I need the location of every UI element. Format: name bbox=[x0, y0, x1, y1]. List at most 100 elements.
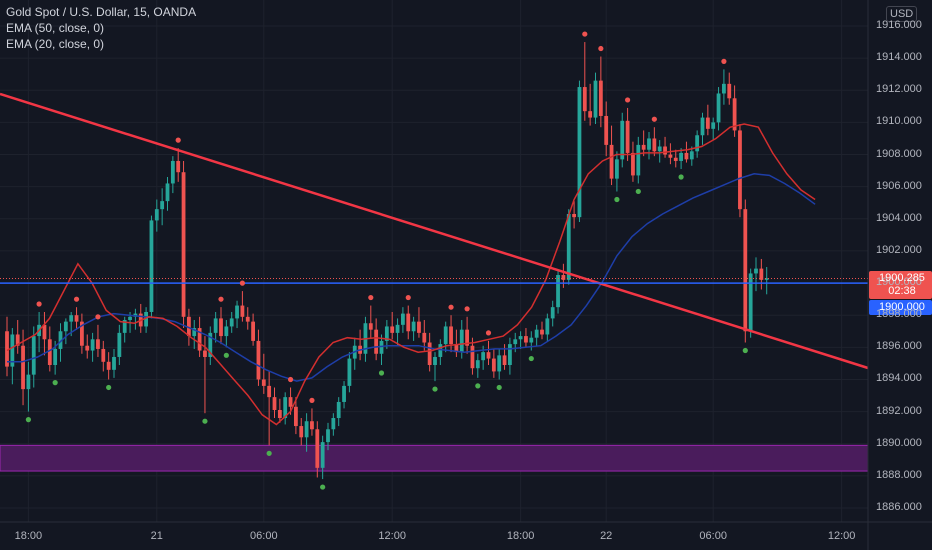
candle-body[interactable] bbox=[117, 332, 122, 357]
candle-body[interactable] bbox=[122, 320, 127, 333]
candle-body[interactable] bbox=[374, 329, 379, 354]
candle-body[interactable] bbox=[620, 120, 625, 160]
candle-body[interactable] bbox=[679, 152, 683, 161]
candle-body[interactable] bbox=[502, 355, 507, 366]
candle-body[interactable] bbox=[406, 313, 411, 332]
candle-body[interactable] bbox=[176, 160, 181, 173]
candle-body[interactable] bbox=[673, 157, 678, 161]
candle-body[interactable] bbox=[524, 336, 528, 343]
candle-body[interactable] bbox=[663, 146, 667, 155]
candle-body[interactable] bbox=[69, 315, 74, 322]
candle-body[interactable] bbox=[534, 329, 539, 338]
candle-body[interactable] bbox=[470, 345, 475, 369]
candle-body[interactable] bbox=[245, 316, 250, 322]
candle-body[interactable] bbox=[160, 201, 165, 210]
candle-body[interactable] bbox=[256, 340, 261, 380]
candle-body[interactable] bbox=[449, 326, 453, 345]
candle-body[interactable] bbox=[481, 352, 486, 361]
candle-body[interactable] bbox=[42, 324, 47, 340]
candle-body[interactable] bbox=[229, 318, 234, 327]
trend-line[interactable] bbox=[0, 92, 869, 370]
candle-body[interactable] bbox=[641, 144, 646, 150]
candle-body[interactable] bbox=[203, 350, 207, 357]
candle-body[interactable] bbox=[315, 429, 320, 468]
candle-body[interactable] bbox=[582, 87, 587, 112]
candle-body[interactable] bbox=[347, 358, 352, 386]
candle-body[interactable] bbox=[722, 83, 726, 94]
candle-body[interactable] bbox=[588, 111, 593, 118]
candle-body[interactable] bbox=[465, 329, 469, 346]
candle-body[interactable] bbox=[732, 98, 737, 131]
candle-body[interactable] bbox=[401, 313, 405, 325]
candle-body[interactable] bbox=[192, 328, 197, 337]
candle-body[interactable] bbox=[384, 326, 389, 341]
candle-body[interactable] bbox=[74, 315, 79, 322]
candle-body[interactable] bbox=[754, 268, 758, 274]
candle-body[interactable] bbox=[577, 87, 582, 218]
candle-body[interactable] bbox=[513, 339, 518, 345]
candle-body[interactable] bbox=[545, 318, 550, 335]
candle-body[interactable] bbox=[475, 360, 480, 369]
candle-body[interactable] bbox=[711, 122, 716, 129]
candle-body[interactable] bbox=[572, 213, 576, 218]
candle-body[interactable] bbox=[299, 426, 304, 438]
candle-body[interactable] bbox=[326, 429, 330, 443]
candle-body[interactable] bbox=[224, 326, 229, 337]
candle-body[interactable] bbox=[15, 334, 20, 346]
candle-body[interactable] bbox=[106, 361, 111, 370]
candle-body[interactable] bbox=[208, 332, 213, 357]
candle-body[interactable] bbox=[267, 385, 272, 398]
candle-body[interactable] bbox=[85, 345, 90, 351]
candle-body[interactable] bbox=[566, 213, 571, 280]
symbol-title[interactable]: Gold Spot / U.S. Dollar, 15, OANDA bbox=[6, 5, 197, 19]
candle-body[interactable] bbox=[705, 117, 710, 129]
candle-body[interactable] bbox=[561, 275, 566, 280]
candle-body[interactable] bbox=[438, 344, 443, 357]
candle-body[interactable] bbox=[652, 138, 657, 152]
candle-body[interactable] bbox=[625, 120, 630, 153]
candle-body[interactable] bbox=[331, 418, 336, 430]
candle-body[interactable] bbox=[417, 321, 421, 333]
candle-body[interactable] bbox=[31, 336, 36, 375]
candle-body[interactable] bbox=[101, 348, 106, 362]
candle-body[interactable] bbox=[154, 209, 159, 221]
candle-body[interactable] bbox=[491, 358, 496, 372]
candle-body[interactable] bbox=[320, 442, 325, 468]
candle-body[interactable] bbox=[668, 154, 673, 158]
candle-body[interactable] bbox=[342, 385, 346, 402]
candle-body[interactable] bbox=[170, 160, 175, 184]
candle-body[interactable] bbox=[26, 374, 31, 390]
candle-body[interactable] bbox=[395, 324, 400, 333]
candle-body[interactable] bbox=[251, 321, 255, 341]
candle-body[interactable] bbox=[63, 321, 68, 332]
candle-body[interactable] bbox=[738, 130, 742, 210]
candle-body[interactable] bbox=[454, 344, 459, 353]
candle-body[interactable] bbox=[727, 83, 732, 99]
candle-body[interactable] bbox=[700, 117, 705, 136]
candle-body[interactable] bbox=[240, 305, 245, 317]
candle-body[interactable] bbox=[310, 421, 314, 430]
candle-body[interactable] bbox=[540, 329, 544, 335]
candle-body[interactable] bbox=[294, 406, 298, 427]
candle-body[interactable] bbox=[657, 146, 662, 152]
candle-body[interactable] bbox=[518, 336, 523, 340]
candle-body[interactable] bbox=[486, 352, 491, 359]
candle-body[interactable] bbox=[58, 331, 63, 349]
candle-body[interactable] bbox=[716, 93, 721, 123]
candle-body[interactable] bbox=[336, 401, 341, 419]
candle-body[interactable] bbox=[112, 356, 116, 370]
candle-body[interactable] bbox=[261, 379, 266, 386]
candle-body[interactable] bbox=[422, 332, 427, 343]
candle-body[interactable] bbox=[53, 348, 58, 366]
candle-body[interactable] bbox=[390, 326, 395, 333]
candle-body[interactable] bbox=[96, 339, 100, 349]
candle-body[interactable] bbox=[219, 318, 223, 337]
candle-body[interactable] bbox=[459, 329, 464, 353]
candle-body[interactable] bbox=[5, 331, 9, 367]
candle-body[interactable] bbox=[277, 409, 282, 419]
candle-body[interactable] bbox=[47, 339, 52, 366]
candle-body[interactable] bbox=[283, 397, 288, 419]
candle-body[interactable] bbox=[636, 144, 641, 176]
candle-body[interactable] bbox=[550, 307, 555, 319]
